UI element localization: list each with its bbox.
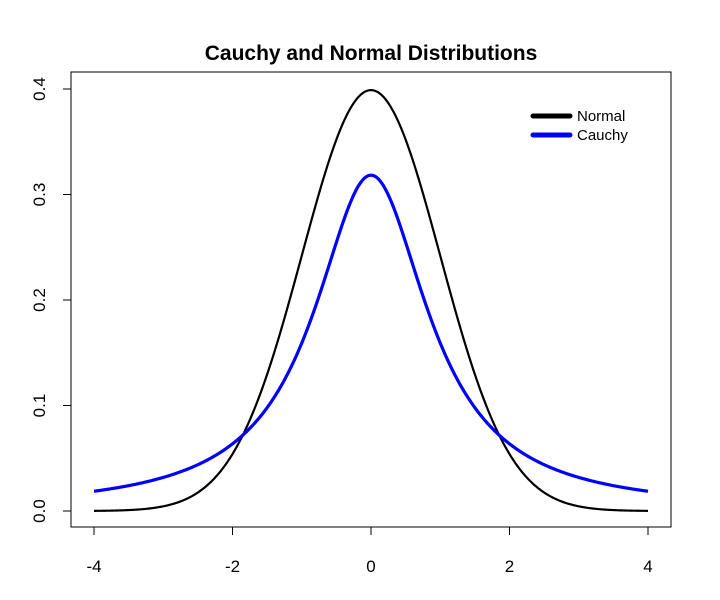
x-tick-label: -2 xyxy=(225,557,240,576)
series-line-cauchy xyxy=(93,173,649,493)
y-axis: 0.0 0.1 0.2 0.3 0.4 xyxy=(30,77,72,523)
x-tick-label: -4 xyxy=(86,557,101,576)
y-tick-label: 0.4 xyxy=(30,77,49,101)
legend-label-cauchy: Cauchy xyxy=(577,127,628,144)
x-tick-label: 4 xyxy=(643,557,652,576)
series-layer xyxy=(93,89,649,512)
legend-label-normal: Normal xyxy=(577,108,625,125)
x-axis: -4 -2 0 2 4 xyxy=(86,526,653,576)
y-tick-label: 0.1 xyxy=(30,394,49,418)
x-tick-label: 2 xyxy=(505,557,514,576)
legend: Normal Cauchy xyxy=(530,108,628,144)
y-tick-label: 0.0 xyxy=(30,499,49,523)
y-tick-label: 0.3 xyxy=(30,183,49,207)
chart-title: Cauchy and Normal Distributions xyxy=(205,42,538,65)
x-tick-label: 0 xyxy=(366,557,375,576)
y-tick-label: 0.2 xyxy=(30,288,49,312)
series-line-normal xyxy=(93,89,649,512)
